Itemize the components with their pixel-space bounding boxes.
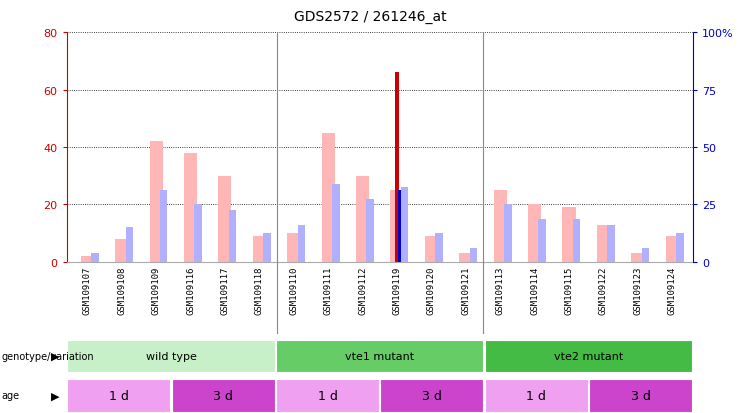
FancyBboxPatch shape	[485, 379, 588, 412]
Bar	[528, 205, 541, 262]
Bar	[504, 205, 511, 262]
Bar	[184, 153, 197, 262]
Text: 1 d: 1 d	[526, 389, 546, 402]
Text: GSM109114: GSM109114	[530, 266, 539, 314]
Bar	[322, 133, 335, 262]
Text: GSM109122: GSM109122	[599, 266, 608, 314]
Bar	[597, 225, 610, 262]
Bar	[229, 211, 236, 262]
Bar	[115, 239, 128, 262]
Bar	[642, 248, 649, 262]
Bar	[665, 237, 679, 262]
Bar	[263, 234, 270, 262]
Text: GSM109107: GSM109107	[83, 266, 92, 314]
Text: GSM109120: GSM109120	[427, 266, 436, 314]
Bar	[150, 142, 163, 262]
Text: 1 d: 1 d	[109, 389, 129, 402]
Bar	[253, 237, 266, 262]
Bar	[398, 191, 401, 262]
Text: ▶: ▶	[51, 351, 59, 361]
Text: GDS2572 / 261246_at: GDS2572 / 261246_at	[294, 10, 447, 24]
Bar	[573, 219, 580, 262]
Text: GSM109118: GSM109118	[255, 266, 264, 314]
FancyBboxPatch shape	[276, 379, 379, 412]
Text: GSM109116: GSM109116	[186, 266, 195, 314]
Bar	[435, 234, 442, 262]
Bar	[631, 254, 645, 262]
FancyBboxPatch shape	[172, 379, 275, 412]
Bar	[194, 205, 202, 262]
Bar	[366, 199, 374, 262]
FancyBboxPatch shape	[589, 379, 692, 412]
Bar	[470, 248, 477, 262]
Text: GSM109117: GSM109117	[220, 266, 230, 314]
Bar	[125, 228, 133, 262]
Text: GSM109110: GSM109110	[289, 266, 299, 314]
Bar	[91, 254, 99, 262]
Bar	[539, 219, 546, 262]
Bar	[395, 73, 399, 262]
Bar	[459, 254, 472, 262]
Text: GSM109113: GSM109113	[496, 266, 505, 314]
Text: ▶: ▶	[51, 390, 59, 401]
Text: GSM109112: GSM109112	[358, 266, 367, 314]
Text: age: age	[1, 390, 19, 401]
Text: count: count	[89, 412, 119, 413]
Bar	[81, 256, 94, 262]
Bar	[356, 176, 369, 262]
FancyBboxPatch shape	[276, 340, 483, 373]
Text: 1 d: 1 d	[318, 389, 337, 402]
Bar	[494, 191, 507, 262]
Text: wild type: wild type	[146, 351, 196, 361]
FancyBboxPatch shape	[380, 379, 483, 412]
Text: GSM109121: GSM109121	[461, 266, 471, 314]
Bar	[332, 185, 339, 262]
Bar	[607, 225, 615, 262]
Text: GSM109108: GSM109108	[117, 266, 126, 314]
Text: vte2 mutant: vte2 mutant	[554, 351, 623, 361]
Bar	[288, 234, 300, 262]
Text: 3 d: 3 d	[213, 389, 233, 402]
FancyBboxPatch shape	[67, 340, 275, 373]
Text: GSM109119: GSM109119	[393, 266, 402, 314]
FancyBboxPatch shape	[485, 340, 692, 373]
Bar	[562, 208, 576, 262]
Text: GSM109111: GSM109111	[324, 266, 333, 314]
Bar	[401, 188, 408, 262]
Bar	[391, 191, 404, 262]
Text: GSM109123: GSM109123	[634, 266, 642, 314]
Bar	[160, 191, 167, 262]
Text: 3 d: 3 d	[631, 389, 651, 402]
Text: 3 d: 3 d	[422, 389, 442, 402]
Text: genotype/variation: genotype/variation	[1, 351, 94, 361]
Bar	[219, 176, 231, 262]
Bar	[676, 234, 683, 262]
Text: GSM109115: GSM109115	[565, 266, 574, 314]
FancyBboxPatch shape	[67, 379, 170, 412]
Text: GSM109109: GSM109109	[152, 266, 161, 314]
Bar	[425, 237, 438, 262]
Text: vte1 mutant: vte1 mutant	[345, 351, 414, 361]
Bar	[298, 225, 305, 262]
Text: GSM109124: GSM109124	[668, 266, 677, 314]
